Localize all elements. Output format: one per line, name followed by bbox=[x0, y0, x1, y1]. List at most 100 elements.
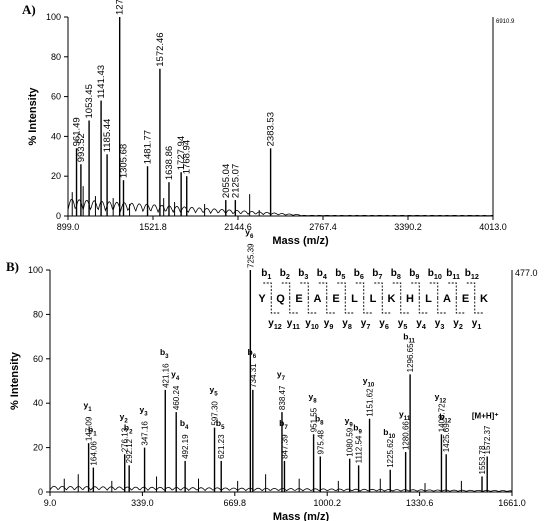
ion-label: b10 bbox=[383, 427, 396, 440]
sequence-residue: A bbox=[443, 293, 451, 305]
peak-mz-label: 1305.68 bbox=[119, 144, 130, 178]
ion-label: b6 bbox=[248, 347, 257, 360]
peak-mz-label: 1768.94 bbox=[182, 140, 193, 174]
b-ion-cleavage bbox=[374, 282, 383, 298]
x-tick-label: 1000.2 bbox=[313, 498, 341, 508]
ion-label: b12 bbox=[439, 411, 452, 424]
y-ion-cleavage bbox=[326, 298, 335, 314]
sequence-residue: E bbox=[295, 293, 302, 305]
b-ion-label: b7 bbox=[372, 268, 382, 281]
ion-label: y8 bbox=[309, 391, 318, 404]
peak-mz-label: 1185.44 bbox=[102, 119, 113, 153]
x-tick-label: 339.0 bbox=[131, 498, 154, 508]
b-ion-cleavage bbox=[337, 282, 346, 298]
y-ion-cleavage bbox=[381, 298, 391, 314]
sequence-residue: L bbox=[425, 293, 432, 305]
b-ion-cleavage bbox=[448, 282, 457, 298]
y-tick-label: 80 bbox=[51, 52, 61, 62]
peak-mz-label: 1141.43 bbox=[96, 65, 107, 99]
peak-mz-label: 147.09 bbox=[85, 416, 94, 441]
peak-mz-label: 347.16 bbox=[141, 421, 150, 446]
x-tick-label: 4013.0 bbox=[479, 222, 507, 232]
precursor-ion-label: [M+H]⁺ bbox=[472, 411, 499, 420]
y-ion-label: y6 bbox=[379, 318, 389, 331]
ion-label: b8 bbox=[315, 413, 324, 426]
peak-mz-label: 1727.94 bbox=[176, 136, 187, 170]
y-ion-cleavage bbox=[344, 298, 354, 314]
noise-baseline bbox=[49, 485, 513, 492]
y-ion-cleavage bbox=[363, 298, 372, 314]
y-tick-label: 0 bbox=[56, 211, 61, 221]
b-ion-cleavage bbox=[392, 282, 402, 298]
y-ion-cleavage bbox=[437, 298, 446, 314]
ion-label: y1 bbox=[84, 400, 93, 413]
ion-label: b2 bbox=[124, 422, 133, 435]
y-axis-title: % Intensity bbox=[9, 351, 21, 410]
b-ion-label: b6 bbox=[354, 268, 364, 281]
ion-label: b11 bbox=[403, 331, 415, 344]
ion-label: b5 bbox=[216, 418, 225, 431]
y-ion-label: y5 bbox=[398, 318, 408, 331]
b-ion-cleavage bbox=[429, 282, 439, 298]
y-ion-cleavage bbox=[270, 298, 280, 314]
y-ion-label: y2 bbox=[453, 318, 463, 331]
ion-label: y9 bbox=[345, 416, 354, 429]
y-ion-cleavage bbox=[400, 298, 409, 314]
b-ion-label: b1 bbox=[261, 268, 271, 281]
peak-mz-label: 1053.45 bbox=[84, 84, 95, 118]
peak-mz-label: 1638.86 bbox=[164, 146, 175, 180]
x-tick-label: 1661.0 bbox=[498, 498, 526, 508]
y-tick-label: 100 bbox=[46, 12, 61, 22]
ion-label: y4 bbox=[171, 369, 180, 382]
ion-label: y6 bbox=[245, 227, 254, 240]
ion-label: y11 bbox=[399, 409, 411, 422]
sequence-residue: E bbox=[332, 293, 339, 305]
b-ion-label: b12 bbox=[465, 268, 479, 281]
x-tick-label: 3390.2 bbox=[394, 222, 422, 232]
y-ion-cleavage bbox=[474, 298, 483, 314]
b-ion-label: b3 bbox=[298, 268, 308, 281]
noise-baseline bbox=[67, 198, 493, 217]
max-intensity-label: 477.0 bbox=[515, 268, 538, 278]
peak-mz-label: 1481.77 bbox=[143, 130, 154, 164]
y-ion-label: y8 bbox=[342, 318, 352, 331]
sequence-residue: L bbox=[351, 293, 358, 305]
b-ion-label: b9 bbox=[409, 268, 419, 281]
panel-label: B) bbox=[6, 259, 19, 274]
b-ion-cleavage bbox=[466, 282, 476, 298]
x-axis-title: Mass (m/z) bbox=[272, 235, 329, 247]
peak-mz-label: 838.47 bbox=[278, 385, 287, 410]
b-ion-cleavage bbox=[300, 282, 309, 298]
sequence-residue: A bbox=[314, 293, 322, 305]
b-ion-label: b10 bbox=[428, 268, 442, 281]
peak-mz-label: 1408.72 bbox=[437, 403, 446, 432]
b-ion-cleavage bbox=[318, 282, 328, 298]
y-tick-label: 0 bbox=[38, 487, 43, 497]
peak-mz-label: 492.19 bbox=[181, 434, 190, 459]
sequence-residue: E bbox=[462, 293, 469, 305]
y-tick-label: 80 bbox=[33, 309, 43, 319]
peak-mz-label: 951.55 bbox=[310, 407, 319, 432]
peak-mz-label: 847.39 bbox=[280, 434, 289, 459]
peak-mz-label: 734.31 bbox=[249, 363, 258, 388]
peak-mz-label: 1112.54 bbox=[355, 435, 364, 463]
peak-mz-label: 993.52 bbox=[76, 133, 87, 162]
b-ion-label: b2 bbox=[280, 268, 290, 281]
y-ion-label: y12 bbox=[268, 318, 282, 331]
peak-mz-label: 2125.07 bbox=[230, 164, 241, 198]
peak-mz-label: 164.06 bbox=[89, 441, 98, 466]
b-ion-label: b11 bbox=[446, 268, 460, 281]
peak-mz-label: 1151.62 bbox=[366, 388, 375, 417]
sequence-residue: K bbox=[388, 293, 396, 305]
b-ion-cleavage bbox=[355, 282, 365, 298]
peak-mz-label: 621.23 bbox=[217, 434, 226, 459]
ion-label: b3 bbox=[160, 347, 169, 360]
y-ion-label: y11 bbox=[287, 318, 300, 331]
x-axis-title: Mass (m/z) bbox=[273, 511, 330, 521]
peak-mz-label: 725.39 bbox=[246, 243, 255, 268]
y-tick-label: 60 bbox=[51, 92, 61, 102]
panel-label: A) bbox=[22, 2, 36, 17]
x-tick-label: 899.0 bbox=[57, 222, 80, 232]
y-tick-label: 40 bbox=[33, 398, 43, 408]
